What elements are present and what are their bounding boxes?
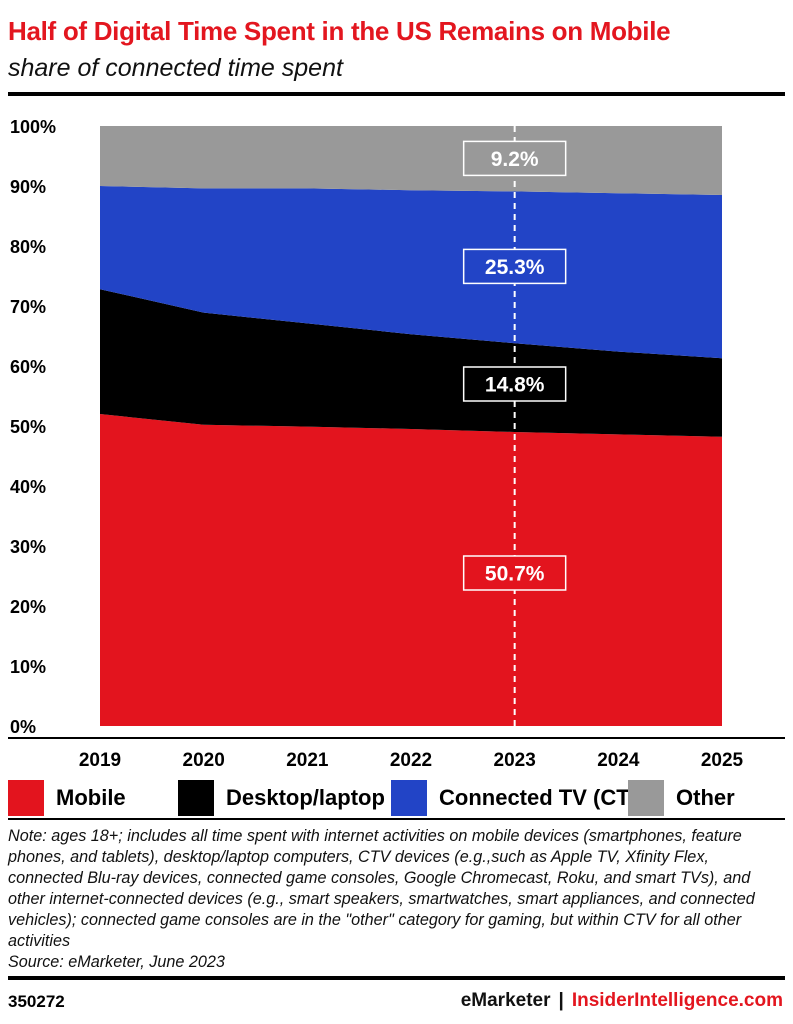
footer-brand[interactable]: eMarketer | InsiderIntelligence.com (461, 990, 783, 1012)
footer-rule (8, 976, 785, 980)
y-tick-label: 70% (10, 297, 46, 317)
legend-swatch-ctv (391, 780, 427, 816)
source-text: Source: eMarketer, June 2023 (8, 953, 225, 971)
brand-separator: | (558, 990, 564, 1011)
legend-item-ctv: Connected TV (CTV) (391, 780, 652, 816)
legend-item-other: Other (628, 780, 735, 816)
x-tick-label: 2024 (597, 750, 640, 770)
x-tick-label: 2022 (390, 750, 432, 770)
legend-label-mobile: Mobile (56, 785, 126, 810)
y-tick-label: 50% (10, 417, 46, 437)
annotation-box (462, 248, 567, 285)
y-tick-label: 30% (10, 537, 46, 557)
note-rule (8, 818, 785, 820)
annotation-label: 9.2% (491, 148, 539, 171)
y-tick-label: 10% (10, 657, 46, 677)
area-desktop-laptop (100, 289, 722, 437)
x-tick-label: 2020 (183, 750, 225, 770)
annotation-label: 50.7% (485, 563, 545, 586)
brand-emarketer: eMarketer (460, 990, 551, 1011)
y-tick-label: 90% (10, 177, 46, 197)
x-tick-label: 2025 (701, 750, 744, 770)
y-tick-label: 20% (10, 597, 46, 617)
annotation-box (462, 140, 567, 177)
legend-label-desktop: Desktop/laptop (226, 785, 385, 810)
chart-note: Note: ages 18+; includes all time spent … (8, 826, 778, 973)
y-axis-ticks: 0% 10% 20% 30% 40% 50% 60% 70% 80% 90% 100% (10, 117, 56, 737)
stacked-areas (100, 126, 722, 726)
y-tick-label: 0% (10, 717, 36, 737)
legend-swatch-desktop (178, 780, 214, 816)
annotations: 9.2% 25.3% 14.8% 50.7% (462, 126, 567, 726)
y-tick-label: 100% (10, 117, 56, 137)
legend-swatch-mobile (8, 780, 44, 816)
area-mobile (100, 414, 722, 726)
annotation-label: 25.3% (485, 256, 545, 279)
x-axis-ticks: 2019 2020 2021 2022 2023 2024 2025 (8, 737, 785, 770)
annotation-box (462, 366, 567, 402)
legend: Mobile Desktop/laptop Connected TV (CTV)… (8, 780, 785, 816)
legend-swatch-other (628, 780, 664, 816)
x-tick-label: 2023 (494, 750, 536, 770)
annotation-label: 14.8% (485, 374, 545, 397)
area-connected-tv-ctv (100, 186, 722, 359)
chart-id: 350272 (8, 992, 65, 1011)
chart-subtitle: share of connected time spent (8, 54, 343, 82)
legend-item-mobile: Mobile (8, 780, 126, 816)
y-tick-label: 40% (10, 477, 46, 497)
x-tick-label: 2019 (79, 750, 121, 770)
note-text: Note: ages 18+; includes all time spent … (8, 827, 755, 950)
y-tick-label: 60% (10, 357, 46, 377)
x-tick-label: 2021 (286, 750, 329, 770)
y-tick-label: 80% (10, 237, 46, 257)
legend-label-other: Other (676, 785, 735, 810)
top-rule (8, 92, 785, 96)
legend-label-ctv: Connected TV (CTV) (439, 785, 652, 810)
chart-title: Half of Digital Time Spent in the US Rem… (8, 16, 671, 46)
legend-item-desktop: Desktop/laptop (178, 780, 385, 816)
annotation-box (462, 555, 567, 591)
brand-insiderintelligence: InsiderIntelligence.com (571, 990, 783, 1011)
area-chart: 0%10%20%30%40%50%60%70%80%90%100% 2019 20… (8, 117, 785, 770)
area-other (100, 126, 722, 195)
